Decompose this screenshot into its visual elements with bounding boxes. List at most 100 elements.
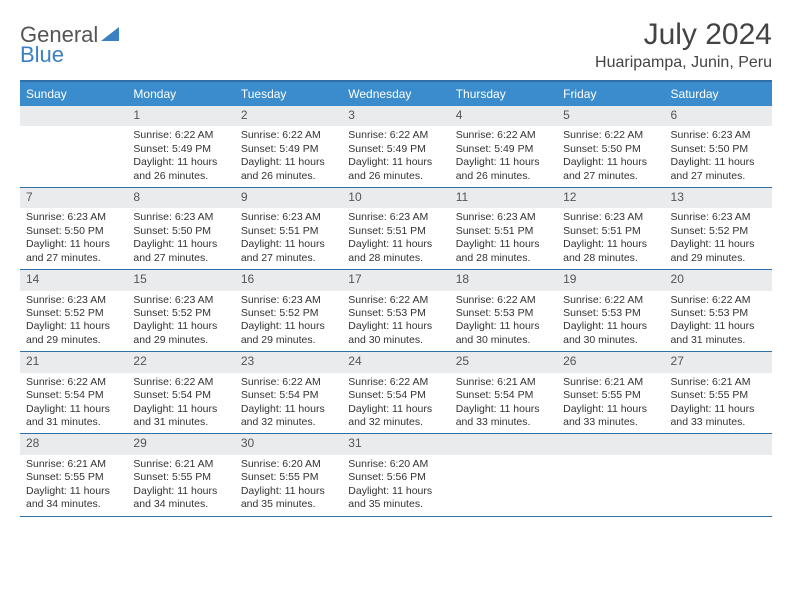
date-number: 1 bbox=[127, 106, 234, 126]
date-number: 18 bbox=[450, 270, 557, 290]
calendar-cell: 17Sunrise: 6:22 AMSunset: 5:53 PMDayligh… bbox=[342, 270, 449, 351]
cell-details: Sunrise: 6:22 AMSunset: 5:53 PMDaylight:… bbox=[450, 294, 557, 348]
daylight-text2: and 27 minutes. bbox=[563, 170, 658, 183]
calendar-cell: 5Sunrise: 6:22 AMSunset: 5:50 PMDaylight… bbox=[557, 106, 664, 187]
daylight-text: Daylight: 11 hours bbox=[26, 403, 121, 416]
logo-line2: Blue bbox=[20, 42, 64, 68]
sunset-text: Sunset: 5:53 PM bbox=[348, 307, 443, 320]
cell-details: Sunrise: 6:22 AMSunset: 5:53 PMDaylight:… bbox=[557, 294, 664, 348]
sunset-text: Sunset: 5:50 PM bbox=[26, 225, 121, 238]
date-number: 22 bbox=[127, 352, 234, 372]
date-number: 6 bbox=[665, 106, 772, 126]
date-number: 24 bbox=[342, 352, 449, 372]
cell-details: Sunrise: 6:23 AMSunset: 5:52 PMDaylight:… bbox=[127, 294, 234, 348]
date-number: 25 bbox=[450, 352, 557, 372]
daylight-text: Daylight: 11 hours bbox=[563, 238, 658, 251]
week-row: 1Sunrise: 6:22 AMSunset: 5:49 PMDaylight… bbox=[20, 106, 772, 188]
cell-details: Sunrise: 6:22 AMSunset: 5:49 PMDaylight:… bbox=[127, 129, 234, 183]
date-number: 20 bbox=[665, 270, 772, 290]
daylight-text: Daylight: 11 hours bbox=[133, 485, 228, 498]
day-header-sun: Sunday bbox=[20, 82, 127, 106]
cell-details: Sunrise: 6:23 AMSunset: 5:51 PMDaylight:… bbox=[450, 211, 557, 265]
date-number: 15 bbox=[127, 270, 234, 290]
date-number: 19 bbox=[557, 270, 664, 290]
calendar-cell: 13Sunrise: 6:23 AMSunset: 5:52 PMDayligh… bbox=[665, 188, 772, 269]
sunset-text: Sunset: 5:51 PM bbox=[563, 225, 658, 238]
calendar-cell: 18 Sunrise: 6:22 AMSunset: 5:53 PMDayligh… bbox=[450, 270, 557, 351]
sunset-text: Sunset: 5:52 PM bbox=[241, 307, 336, 320]
sunset-text: Sunset: 5:50 PM bbox=[671, 143, 766, 156]
date-number: 29 bbox=[127, 434, 234, 454]
daylight-text: Daylight: 11 hours bbox=[456, 238, 551, 251]
date-number: 28 bbox=[20, 434, 127, 454]
day-header-row: Sunday Monday Tuesday Wednesday Thursday… bbox=[20, 82, 772, 106]
daylight-text: Daylight: 11 hours bbox=[671, 320, 766, 333]
daylight-text: Daylight: 11 hours bbox=[241, 320, 336, 333]
date-number-empty bbox=[557, 434, 664, 454]
cell-details: Sunrise: 6:23 AMSunset: 5:51 PMDaylight:… bbox=[235, 211, 342, 265]
date-number: 14 bbox=[20, 270, 127, 290]
cell-details: Sunrise: 6:22 AMSunset: 5:53 PMDaylight:… bbox=[342, 294, 449, 348]
daylight-text: Daylight: 11 hours bbox=[671, 156, 766, 169]
calendar-cell: 23Sunrise: 6:22 AMSunset: 5:54 PMDayligh… bbox=[235, 352, 342, 433]
sunrise-text: Sunrise: 6:21 AM bbox=[133, 458, 228, 471]
calendar-cell: 30Sunrise: 6:20 AMSunset: 5:55 PMDayligh… bbox=[235, 434, 342, 515]
sunset-text: Sunset: 5:55 PM bbox=[241, 471, 336, 484]
date-number: 16 bbox=[235, 270, 342, 290]
sunrise-text: Sunrise: 6:23 AM bbox=[671, 129, 766, 142]
daylight-text2: and 35 minutes. bbox=[348, 498, 443, 511]
calendar-cell: 15 Sunrise: 6:23 AMSunset: 5:52 PMDayligh… bbox=[127, 270, 234, 351]
sunset-text: Sunset: 5:55 PM bbox=[133, 471, 228, 484]
calendar-cell: 7Sunrise: 6:23 AMSunset: 5:50 PMDaylight… bbox=[20, 188, 127, 269]
date-number: 2 bbox=[235, 106, 342, 126]
sunrise-text: Sunrise: 6:22 AM bbox=[456, 294, 551, 307]
sunset-text: Sunset: 5:52 PM bbox=[133, 307, 228, 320]
date-number: 4 bbox=[450, 106, 557, 126]
sunrise-text: Sunrise: 6:22 AM bbox=[241, 376, 336, 389]
date-number: 10 bbox=[342, 188, 449, 208]
date-number-empty bbox=[665, 434, 772, 454]
sunrise-text: Sunrise: 6:22 AM bbox=[241, 129, 336, 142]
daylight-text2: and 30 minutes. bbox=[563, 334, 658, 347]
week-row: 28Sunrise: 6:21 AMSunset: 5:55 PMDayligh… bbox=[20, 434, 772, 516]
cell-details: Sunrise: 6:23 AMSunset: 5:52 PMDaylight:… bbox=[665, 211, 772, 265]
sunrise-text: Sunrise: 6:22 AM bbox=[671, 294, 766, 307]
logo-sail-icon bbox=[101, 27, 123, 43]
sunset-text: Sunset: 5:54 PM bbox=[241, 389, 336, 402]
cell-details: Sunrise: 6:22 AMSunset: 5:49 PMDaylight:… bbox=[235, 129, 342, 183]
day-header-wed: Wednesday bbox=[342, 82, 449, 106]
sunrise-text: Sunrise: 6:23 AM bbox=[26, 211, 121, 224]
daylight-text2: and 34 minutes. bbox=[133, 498, 228, 511]
daylight-text: Daylight: 11 hours bbox=[241, 156, 336, 169]
calendar-cell bbox=[450, 434, 557, 515]
daylight-text2: and 32 minutes. bbox=[348, 416, 443, 429]
calendar-cell: 9Sunrise: 6:23 AMSunset: 5:51 PMDaylight… bbox=[235, 188, 342, 269]
date-number: 30 bbox=[235, 434, 342, 454]
calendar-cell: 28Sunrise: 6:21 AMSunset: 5:55 PMDayligh… bbox=[20, 434, 127, 515]
sunset-text: Sunset: 5:55 PM bbox=[671, 389, 766, 402]
sunset-text: Sunset: 5:54 PM bbox=[26, 389, 121, 402]
sunrise-text: Sunrise: 6:22 AM bbox=[348, 129, 443, 142]
calendar-cell bbox=[557, 434, 664, 515]
sunrise-text: Sunrise: 6:23 AM bbox=[26, 294, 121, 307]
daylight-text: Daylight: 11 hours bbox=[456, 156, 551, 169]
sunset-text: Sunset: 5:52 PM bbox=[26, 307, 121, 320]
daylight-text: Daylight: 11 hours bbox=[133, 320, 228, 333]
sunrise-text: Sunrise: 6:22 AM bbox=[563, 294, 658, 307]
sunrise-text: Sunrise: 6:23 AM bbox=[133, 294, 228, 307]
daylight-text2: and 30 minutes. bbox=[348, 334, 443, 347]
cell-details: Sunrise: 6:21 AMSunset: 5:55 PMDaylight:… bbox=[665, 376, 772, 430]
daylight-text: Daylight: 11 hours bbox=[241, 403, 336, 416]
calendar-cell: 16Sunrise: 6:23 AMSunset: 5:52 PMDayligh… bbox=[235, 270, 342, 351]
calendar-cell: 27Sunrise: 6:21 AMSunset: 5:55 PMDayligh… bbox=[665, 352, 772, 433]
daylight-text: Daylight: 11 hours bbox=[456, 403, 551, 416]
daylight-text2: and 33 minutes. bbox=[671, 416, 766, 429]
daylight-text: Daylight: 11 hours bbox=[133, 403, 228, 416]
date-number: 31 bbox=[342, 434, 449, 454]
sunset-text: Sunset: 5:51 PM bbox=[241, 225, 336, 238]
daylight-text2: and 31 minutes. bbox=[671, 334, 766, 347]
cell-details: Sunrise: 6:23 AMSunset: 5:52 PMDaylight:… bbox=[20, 294, 127, 348]
cell-details: Sunrise: 6:22 AMSunset: 5:49 PMDaylight:… bbox=[342, 129, 449, 183]
title-block: July 2024 Huaripampa, Junin, Peru bbox=[595, 18, 772, 72]
daylight-text2: and 26 minutes. bbox=[133, 170, 228, 183]
